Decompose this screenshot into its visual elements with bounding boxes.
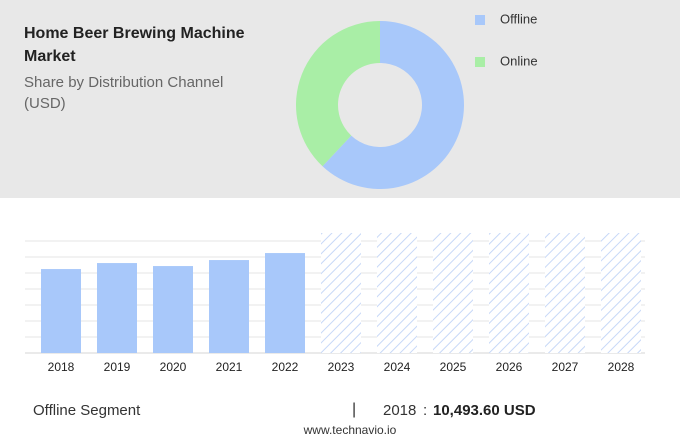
x-tick-label: 2026	[496, 360, 523, 374]
footer-segment: Offline Segment	[33, 402, 141, 419]
legend-label: Online	[500, 53, 538, 68]
legend-swatch	[475, 15, 485, 25]
legend-swatch	[475, 57, 485, 67]
x-tick-label: 2018	[48, 360, 75, 374]
title-box: Home Beer Brewing Machine Market Share b…	[24, 25, 245, 112]
x-tick-label: 2022	[272, 360, 299, 374]
chart-title: Home Beer Brewing Machine Market	[24, 25, 245, 65]
bar	[153, 266, 193, 353]
source: www.technavio.io	[303, 423, 397, 437]
x-tick-label: 2020	[160, 360, 187, 374]
donut-slice	[322, 21, 464, 189]
bar	[97, 263, 137, 353]
forecast-placeholder	[321, 233, 361, 353]
chart-subtitle: Share by Distribution Channel (USD)	[24, 74, 224, 112]
donut-slice	[296, 21, 380, 167]
x-tick-label: 2028	[608, 360, 635, 374]
x-tick-label: 2023	[328, 360, 355, 374]
footer-value: 10,493.60 USD	[433, 402, 536, 419]
legend-label: Offline	[500, 11, 537, 26]
x-tick-label: 2024	[384, 360, 411, 374]
forecast-placeholder	[489, 233, 529, 353]
forecast-placeholder	[545, 233, 585, 353]
footer-divider: |	[352, 401, 356, 418]
x-tick-label: 2021	[216, 360, 243, 374]
footer-colon: :	[423, 402, 427, 419]
forecast-placeholder	[377, 233, 417, 353]
x-tick-label: 2019	[104, 360, 131, 374]
bar	[209, 260, 249, 353]
bar	[265, 253, 305, 353]
forecast-placeholder	[601, 233, 641, 353]
x-tick-label: 2025	[440, 360, 467, 374]
bar	[41, 269, 81, 353]
footer-year: 2018	[383, 402, 416, 419]
x-tick-label: 2027	[552, 360, 579, 374]
forecast-placeholder	[433, 233, 473, 353]
